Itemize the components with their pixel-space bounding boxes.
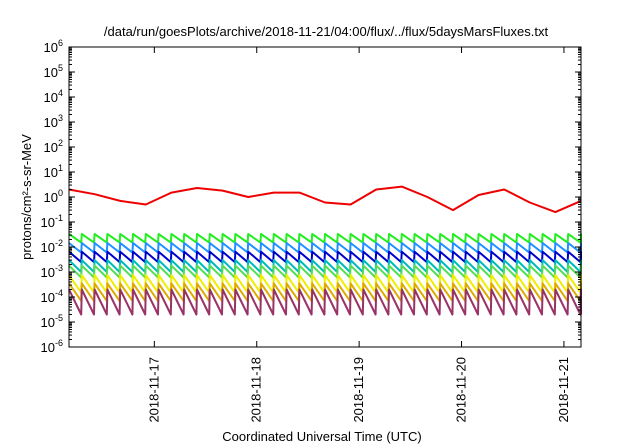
y-tick-label: 10-1 <box>41 213 63 230</box>
x-tick-label: 2018-11-20 <box>454 357 469 423</box>
x-axis-label: Coordinated Universal Time (UTC) <box>222 429 421 444</box>
series-line <box>68 288 582 316</box>
y-axis-label: protons/cm²-s-sr-MeV <box>19 134 34 260</box>
x-tick-label: 2018-11-19 <box>351 357 366 423</box>
y-tick-label: 10-5 <box>41 313 63 330</box>
y-tick-label: 10-3 <box>41 263 63 280</box>
y-tick-label: 106 <box>44 38 63 55</box>
y-tick-label: 10-4 <box>41 288 63 305</box>
series-line <box>68 242 582 254</box>
y-tick-label: 105 <box>44 63 63 80</box>
y-tick-label: 104 <box>44 88 63 105</box>
y-tick-label: 10-6 <box>41 338 63 355</box>
chart-title: /data/run/goesPlots/archive/2018-11-21/0… <box>104 24 549 39</box>
series-line <box>68 233 582 244</box>
x-tick-label: 2018-11-18 <box>249 357 264 423</box>
x-tick-label: 2018-11-17 <box>146 357 161 423</box>
series-line <box>68 185 582 214</box>
series-layer <box>68 185 582 316</box>
y-tick-label: 10-2 <box>41 238 63 255</box>
series-line <box>68 250 582 264</box>
y-tick-label: 102 <box>44 138 63 155</box>
series-line <box>68 264 582 279</box>
y-tick-label: 103 <box>44 113 63 130</box>
y-tick-label: 101 <box>44 163 63 180</box>
x-tick-label: 2018-11-21 <box>556 357 571 423</box>
y-axis: 10-6 10-5 10-4 10-3 10-2 10-1 100 101 102 103 104 1… <box>41 38 581 355</box>
x-axis: 2018-11-17 2018-11-18 2018-11-19 2018-11-20… <box>146 47 571 423</box>
y-tick-label: 100 <box>44 188 63 205</box>
